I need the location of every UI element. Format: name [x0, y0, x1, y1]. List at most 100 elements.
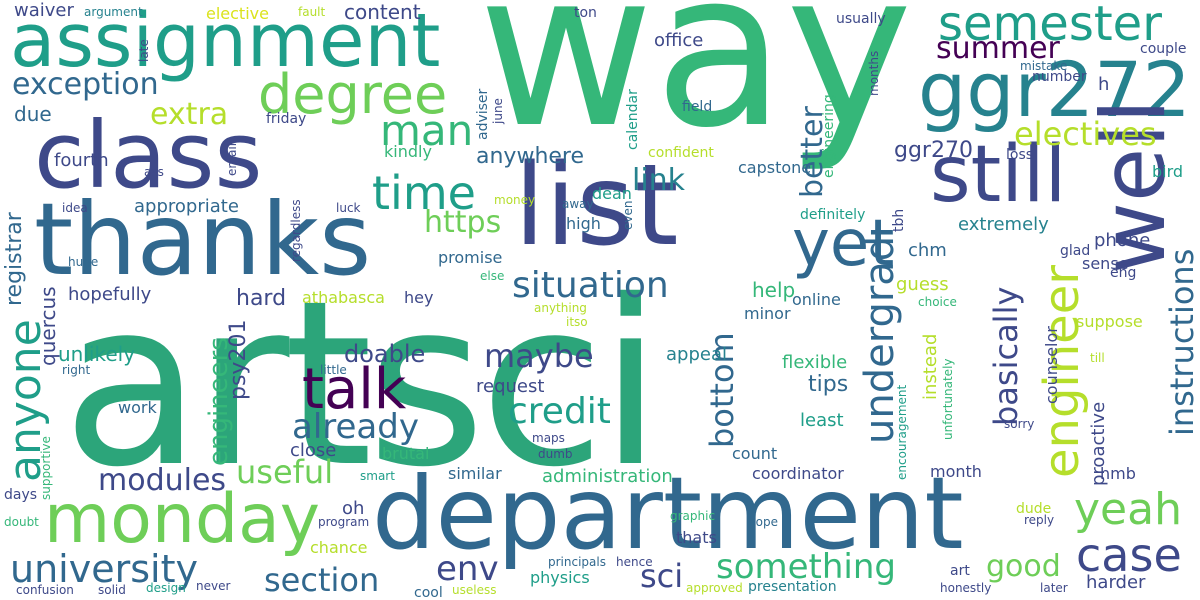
word-ton: ton	[574, 5, 597, 21]
word-artsci: artsci	[62, 251, 662, 517]
word-physics: physics	[530, 568, 590, 587]
word-semester: semester	[938, 0, 1162, 52]
word-away: away	[562, 197, 594, 211]
word-hey: hey	[404, 288, 434, 307]
word-quercus: quercus	[36, 286, 60, 366]
word-itso: itso	[566, 315, 588, 329]
word-list: list	[514, 141, 679, 271]
word-hence: hence	[616, 555, 653, 569]
word-program: program	[318, 515, 370, 529]
word-money: money	[494, 193, 536, 207]
word-minor: minor	[744, 304, 791, 323]
word-online: online	[792, 290, 841, 309]
word-request: request	[476, 376, 545, 397]
word-mistake: mistake	[1020, 59, 1068, 73]
word-athabasca: athabasca	[302, 288, 385, 307]
word-appeal: appeal	[666, 344, 727, 365]
word-eng: eng	[1110, 265, 1137, 281]
word-glad: glad	[1060, 243, 1091, 259]
word-definitely: definitely	[800, 207, 866, 223]
word-least: least	[800, 410, 844, 431]
word-due: due	[14, 102, 52, 126]
word-doable: doable	[344, 340, 426, 368]
word-useless: useless	[452, 583, 497, 597]
word-honestly: honestly	[940, 581, 992, 595]
word-choice: choice	[918, 295, 957, 309]
word-unlikely: unlikely	[58, 342, 136, 366]
word-engineering: engineering	[821, 94, 837, 178]
word-luck: luck	[336, 201, 361, 215]
word-promise: promise	[438, 248, 503, 267]
word-dean: dean	[592, 184, 632, 203]
word-fault: fault	[298, 5, 326, 19]
word-couple: couple	[1140, 41, 1187, 57]
word-right: right	[62, 363, 91, 377]
word-extremely: extremely	[958, 214, 1049, 235]
word-extra: extra	[150, 97, 229, 132]
word-instead: instead	[920, 333, 941, 400]
word-number: number	[1032, 69, 1087, 85]
word-waiver: waiver	[14, 0, 74, 21]
word-phone: phone	[1094, 230, 1151, 251]
word-anything: anything	[534, 301, 587, 315]
word-design: design	[146, 581, 186, 595]
word-sorry: sorry	[1004, 417, 1035, 431]
word-art: art	[950, 563, 970, 579]
word-fourth: fourth	[54, 150, 109, 171]
word-counselor: counselor	[1042, 326, 1061, 404]
word-way: way	[478, 0, 913, 175]
word-tbh: tbh	[891, 208, 907, 232]
word-administration: administration	[542, 466, 673, 487]
word-adviser: adviser	[475, 88, 491, 140]
word-bird: bird	[1152, 162, 1184, 181]
word-exception: exception	[12, 67, 159, 102]
word-sense: sense	[1082, 254, 1129, 273]
word-instructions: instructions	[1163, 248, 1200, 436]
word-yet: yet	[792, 207, 895, 281]
word-department: department	[372, 455, 964, 572]
word-sci: sci	[640, 557, 684, 595]
word-loss: loss	[1006, 147, 1034, 163]
word-maps: maps	[532, 431, 565, 445]
word-similar: similar	[448, 464, 502, 483]
word-days: days	[4, 487, 38, 503]
word-late: late	[137, 39, 151, 62]
word-still: still	[930, 130, 1067, 220]
word-talk: talk	[302, 357, 407, 422]
word-brutal: brutal	[382, 444, 430, 463]
word-friday: friday	[266, 111, 307, 127]
word-psy201: psy201	[226, 319, 251, 400]
word-oh: oh	[342, 498, 365, 519]
word-thats: thats	[676, 528, 717, 547]
word-never: never	[196, 579, 231, 593]
word-thanks: thanks	[34, 181, 372, 298]
word-electives: electives	[1014, 115, 1157, 153]
word-close: close	[290, 440, 337, 461]
word-regardless: regardless	[289, 199, 303, 262]
word-hopefully: hopefully	[68, 284, 152, 305]
word-work: work	[118, 398, 157, 417]
word-already: already	[292, 407, 419, 447]
word-confident: confident	[648, 145, 714, 161]
word-approved: approved	[686, 581, 743, 595]
word-content: content	[344, 0, 421, 24]
word-ggr270: ggr270	[894, 138, 973, 163]
word-field: field	[682, 99, 713, 115]
word-argument: argument	[84, 5, 143, 19]
word-till: till	[1090, 351, 1105, 365]
word-suppose: suppose	[1076, 312, 1143, 331]
word-time: time	[372, 166, 476, 220]
word-cool: cool	[414, 585, 443, 600]
word-flexible: flexible	[782, 352, 848, 373]
word-anywhere: anywhere	[476, 144, 585, 169]
word-proactive: proactive	[1088, 401, 1109, 486]
word-kindly: kindly	[384, 142, 432, 161]
word-hmb: hmb	[1100, 464, 1136, 483]
word-little: little	[320, 363, 347, 377]
word-high: high	[566, 214, 601, 233]
word-case: case	[1076, 528, 1182, 582]
word-chance: chance	[310, 538, 368, 557]
word-https: https	[424, 205, 502, 240]
word-link: link	[632, 163, 686, 198]
word-chm: chm	[908, 240, 947, 261]
